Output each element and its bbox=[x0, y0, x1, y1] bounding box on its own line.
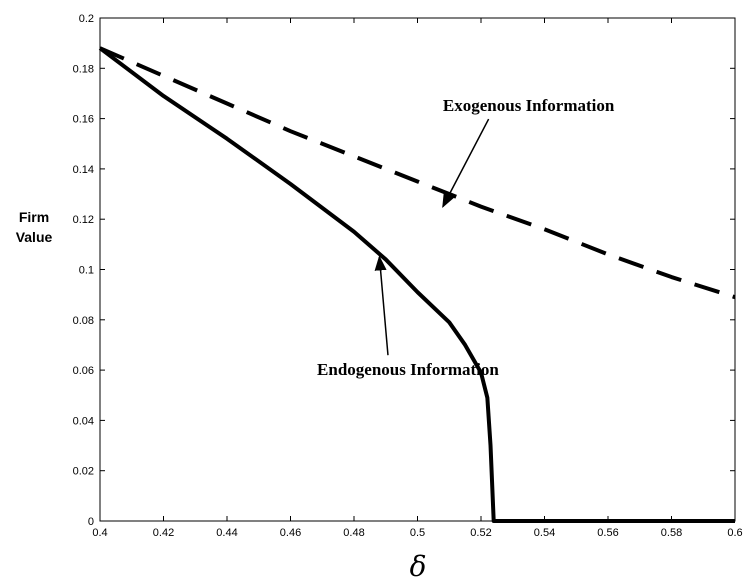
series-group bbox=[98, 46, 736, 523]
x-tick-label: 0.52 bbox=[470, 527, 491, 539]
annotation-label: Exogenous Information bbox=[443, 96, 615, 115]
x-tick-label: 0.54 bbox=[534, 527, 555, 539]
endogenous-series-line bbox=[98, 46, 735, 523]
y-tick-label: 0.16 bbox=[73, 114, 94, 126]
x-tick-label: 0.58 bbox=[661, 527, 682, 539]
y-tick-label: 0.18 bbox=[73, 63, 94, 75]
y-tick-labels: 0 0.02 0.04 0.06 0.08 0.1 0.12 0.14 0.16 0.18 0.2 bbox=[73, 13, 94, 528]
y-tick-label: 0.14 bbox=[73, 164, 94, 176]
y-tick-label: 0.02 bbox=[73, 466, 94, 478]
x-tick-label: 0.56 bbox=[597, 527, 618, 539]
y-tick-label: 0.04 bbox=[73, 415, 94, 427]
x-tick-label: 0.46 bbox=[280, 527, 301, 539]
x-tick-labels: 0.4 0.42 0.44 0.46 0.48 0.5 0.52 0.54 0.56 0.58 0.… bbox=[92, 527, 742, 539]
annotation-arrow bbox=[442, 118, 490, 208]
y-axis-label-line2: Value bbox=[16, 229, 53, 245]
plot-frame bbox=[99, 17, 736, 522]
y-tick-label: 0.12 bbox=[73, 214, 94, 226]
annotation-arrow bbox=[374, 255, 389, 356]
x-tick-label: 0.4 bbox=[92, 527, 107, 539]
y-tick-label: 0.2 bbox=[79, 13, 94, 25]
x-axis-label: δ bbox=[410, 550, 427, 583]
y-axis-label-line1: Firm bbox=[19, 209, 49, 225]
y-tick-label: 0.06 bbox=[73, 365, 94, 377]
y-tick-label: 0.1 bbox=[79, 265, 94, 277]
exogenous-series-line bbox=[99, 46, 736, 300]
axis-ticks bbox=[99, 17, 736, 522]
y-tick-label: 0 bbox=[88, 516, 94, 528]
x-tick-label: 0.44 bbox=[216, 527, 237, 539]
annotations: Exogenous Information Endogenous Informat… bbox=[317, 96, 615, 379]
x-tick-label: 0.5 bbox=[410, 527, 425, 539]
x-tick-label: 0.6 bbox=[727, 527, 742, 539]
x-tick-label: 0.48 bbox=[343, 527, 364, 539]
annotation-label: Endogenous Information bbox=[317, 360, 499, 379]
y-tick-label: 0.08 bbox=[73, 315, 94, 327]
x-tick-label: 0.42 bbox=[153, 527, 174, 539]
